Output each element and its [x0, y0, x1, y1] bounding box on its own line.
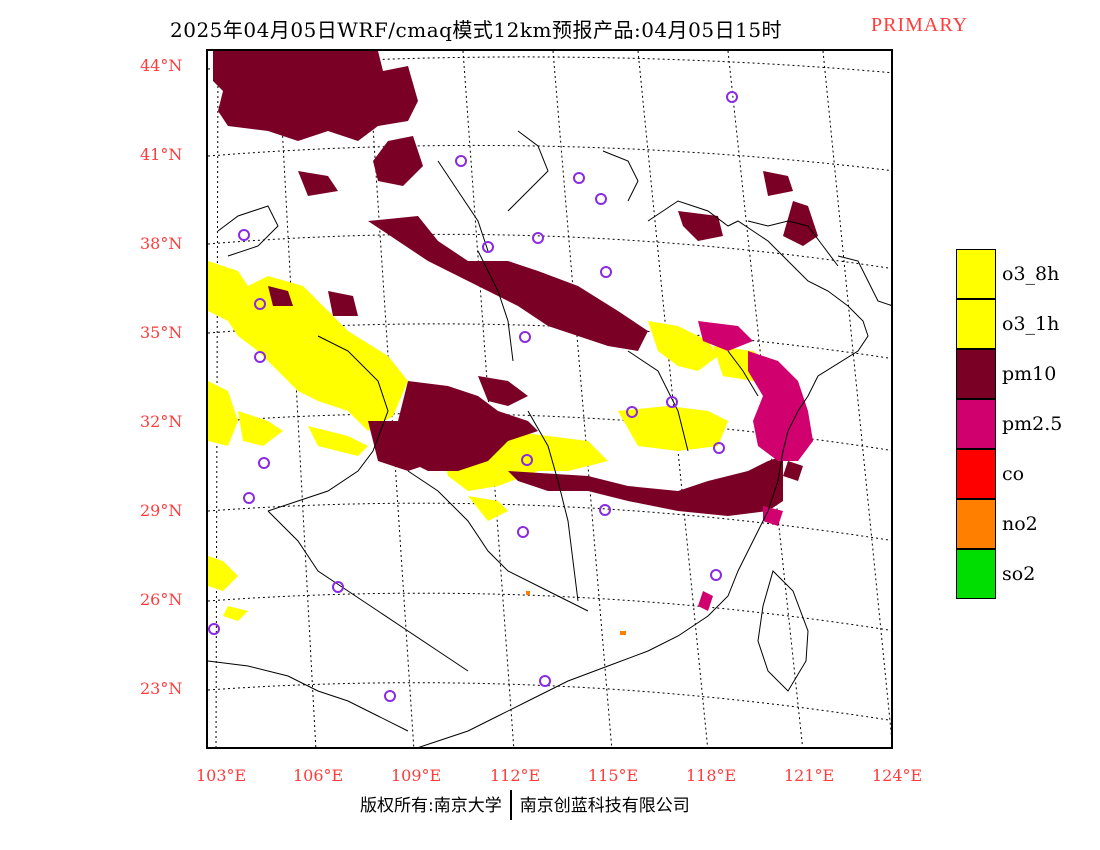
title-main: 2025年04月05日WRF/cmaq模式12km预报产品:04月05日15时	[170, 18, 783, 42]
lat-label-23: 23°N	[140, 679, 183, 698]
legend-swatch	[956, 349, 996, 399]
legend-label: o3_1h	[1002, 313, 1060, 335]
legend-label: o3_8h	[1002, 263, 1060, 285]
legend-swatch	[956, 299, 996, 349]
lon-label-109: 109°E	[391, 766, 442, 785]
legend-item-pm25: pm2.5	[956, 399, 1096, 449]
legend-swatch	[956, 449, 996, 499]
lat-label-38: 38°N	[140, 234, 183, 253]
copyright-right: 南京创蓝科技有限公司	[519, 796, 690, 816]
legend-label: no2	[1002, 513, 1038, 535]
station-markers	[208, 91, 738, 702]
lon-label-103: 103°E	[196, 766, 247, 785]
lat-label-44: 44°N	[140, 56, 183, 75]
pm25-regions	[698, 321, 813, 611]
lon-label-121: 121°E	[784, 766, 835, 785]
lat-label-41: 41°N	[140, 145, 183, 164]
map-canvas	[208, 51, 891, 747]
legend-label: so2	[1002, 563, 1036, 585]
lon-label-112: 112°E	[490, 766, 541, 785]
legend-swatch	[956, 399, 996, 449]
lon-label-106: 106°E	[293, 766, 344, 785]
boundaries	[208, 130, 891, 747]
no2-regions	[526, 591, 626, 635]
legend: o3_8h o3_1h pm10 pm2.5 co no2 so2	[956, 249, 1096, 599]
legend-item-o3-1h: o3_1h	[956, 299, 1096, 349]
legend-item-o3-8h: o3_8h	[956, 249, 1096, 299]
pm10-regions	[213, 51, 818, 516]
lon-label-124: 124°E	[872, 766, 923, 785]
lon-label-115: 115°E	[588, 766, 639, 785]
lat-label-32: 32°N	[140, 412, 183, 431]
legend-label: co	[1002, 463, 1025, 485]
legend-swatch	[956, 249, 996, 299]
forecast-map	[206, 49, 893, 749]
legend-swatch	[956, 549, 996, 599]
legend-swatch	[956, 499, 996, 549]
legend-label: pm2.5	[1002, 413, 1063, 435]
copyright-left: 版权所有:南京大学	[360, 796, 502, 816]
lat-label-35: 35°N	[140, 323, 183, 342]
legend-item-no2: no2	[956, 499, 1096, 549]
lat-label-29: 29°N	[140, 501, 183, 520]
lon-label-118: 118°E	[686, 766, 737, 785]
legend-item-so2: so2	[956, 549, 1096, 599]
legend-item-pm10: pm10	[956, 349, 1096, 399]
legend-label: pm10	[1002, 363, 1057, 385]
map-title: 2025年04月05日WRF/cmaq模式12km预报产品:04月05日15时 …	[0, 14, 1100, 42]
lat-label-26: 26°N	[140, 590, 183, 609]
copyright-separator	[509, 790, 512, 820]
legend-item-co: co	[956, 449, 1096, 499]
title-primary-tag: PRIMARY	[871, 14, 969, 36]
copyright-footer: 版权所有:南京大学 南京创蓝科技有限公司	[360, 790, 690, 820]
